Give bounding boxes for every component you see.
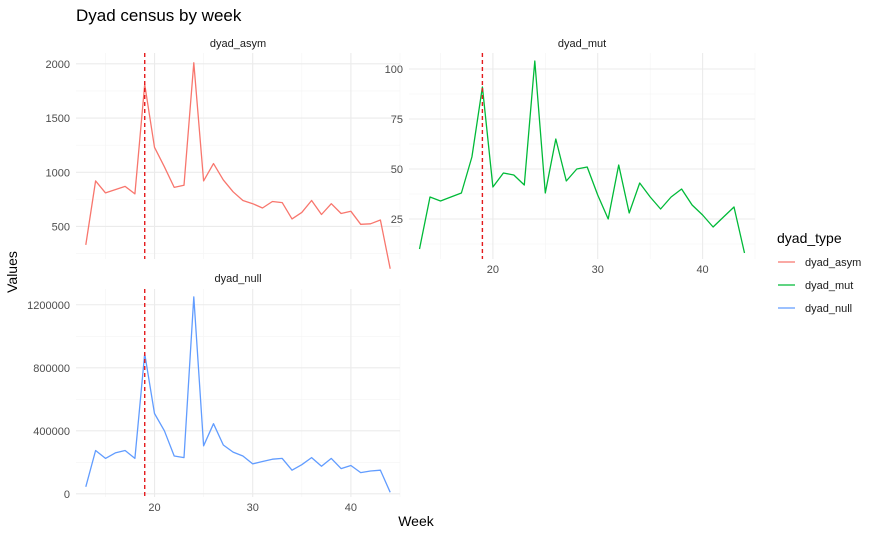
facet-dyad_mut: 25 50 75 100 20 30 40 dyad_mut [385,38,756,276]
chart-title: Dyad census by week [76,6,242,25]
y-tick-label: 50 [391,164,403,176]
y-tick-label: 75 [391,114,403,126]
y-tick-label: 25 [391,214,403,226]
y-tick-label: 2000 [46,59,70,71]
y-tick-label: 100 [385,64,403,76]
series-line-dyad_mut [418,60,746,254]
facet-strip-label: dyad_asym [210,38,266,50]
y-tick-label: 800000 [33,363,70,375]
facet-dyad_null: 0 400000 800000 1200000 20 30 40 dyad_null [27,273,401,514]
x-tick-label: 20 [487,264,499,276]
x-axis-title: Week [398,513,435,529]
legend-items: dyad_asym dyad_mut dyad_null [778,257,861,315]
facet-strip-label: dyad_null [214,273,261,285]
y-tick-label: 500 [52,221,70,233]
x-tick-label: 20 [148,502,160,514]
legend-label-dyad_null: dyad_null [805,303,852,315]
series-line-dyad_asym [85,62,391,269]
y-tick-label: 1000 [46,167,70,179]
facet-strip-label: dyad_mut [558,38,606,50]
y-tick-label: 400000 [33,426,70,438]
x-tick-label: 40 [696,264,708,276]
legend: dyad_type dyad_asym dyad_mut dyad_null [777,230,861,315]
x-tick-label: 30 [592,264,604,276]
x-tick-label: 40 [345,502,357,514]
legend-title: dyad_type [777,230,842,246]
legend-label-dyad_mut: dyad_mut [805,280,853,292]
y-axis-title: Values [4,251,20,293]
facet-dyad_asym: 500 1000 1500 2000 dyad_asym [46,38,401,269]
x-tick-label: 30 [247,502,259,514]
legend-label-dyad_asym: dyad_asym [805,257,861,269]
y-tick-label: 1500 [46,113,70,125]
series-line-dyad_null [85,296,391,493]
y-tick-label: 0 [64,489,70,501]
y-tick-label: 1200000 [27,300,70,312]
facet-panels: 500 1000 1500 2000 dyad_asym 25 50 75 100 20 30 40 d… [27,38,756,514]
